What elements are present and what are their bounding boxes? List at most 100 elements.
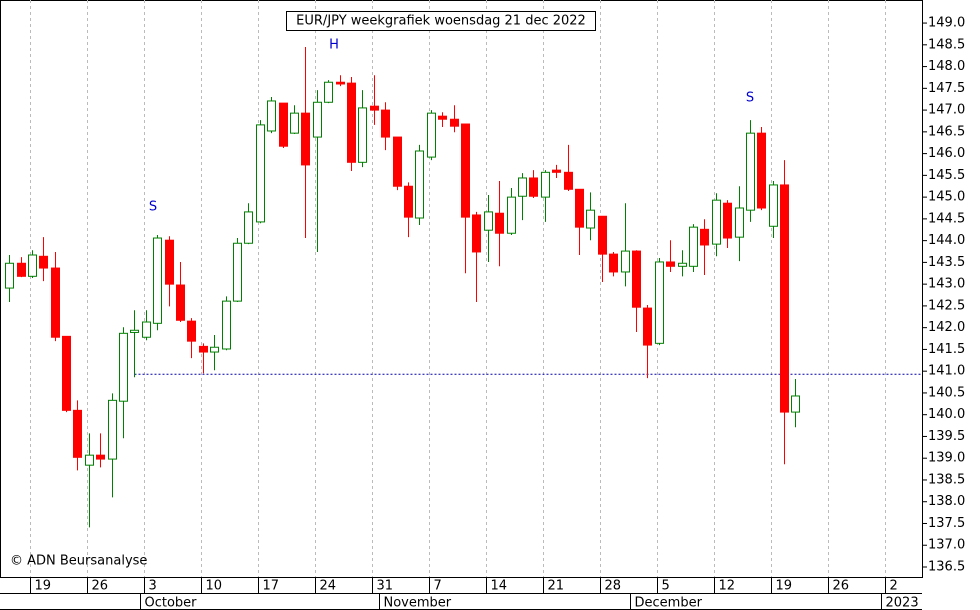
x-tick-label: 10 xyxy=(206,579,223,594)
candle-body xyxy=(495,212,504,234)
y-tick-label: 144.0 xyxy=(928,233,965,248)
candle-body xyxy=(723,202,732,239)
x-tick-label: 19 xyxy=(776,579,793,594)
candle-body xyxy=(39,255,48,269)
candle-body xyxy=(746,132,755,211)
candle-body xyxy=(393,136,402,187)
candle-body xyxy=(381,109,390,138)
y-tick-label: 137.5 xyxy=(928,516,965,531)
x-tick-label: 12 xyxy=(719,579,736,594)
x-tick-label: 28 xyxy=(605,579,622,594)
candle-body xyxy=(415,150,424,219)
candle-body xyxy=(358,107,367,163)
x-tick-label: 17 xyxy=(263,579,280,594)
candle-body xyxy=(313,101,322,138)
candle-body xyxy=(484,211,493,231)
candle-body xyxy=(233,242,242,302)
y-tick-label: 139.5 xyxy=(928,429,965,444)
candle-body xyxy=(51,267,60,338)
candle-body xyxy=(735,207,744,238)
y-tick-label: 148.0 xyxy=(928,59,965,74)
candle-body xyxy=(598,215,607,255)
candle-body xyxy=(518,177,527,197)
candle-body xyxy=(142,321,151,338)
x-tick-label: 24 xyxy=(320,579,337,594)
candle-body xyxy=(689,226,698,267)
y-tick-label: 149.0 xyxy=(928,16,965,31)
annotation: S xyxy=(149,200,157,215)
candle-body xyxy=(210,346,219,353)
candle-body xyxy=(427,112,436,158)
y-tick-label: 138.0 xyxy=(928,494,965,509)
x-tick-label: 5 xyxy=(662,579,670,594)
annotation: S xyxy=(746,91,754,106)
candle-body xyxy=(370,105,379,111)
y-tick-label: 145.0 xyxy=(928,190,965,205)
candle-body xyxy=(632,250,641,308)
candle-body xyxy=(347,82,356,163)
candle-body xyxy=(324,81,333,103)
candle-body xyxy=(130,329,139,333)
candle-body xyxy=(119,332,128,402)
month-label: November xyxy=(384,596,452,610)
candle-body xyxy=(791,395,800,413)
x-tick-label: 21 xyxy=(548,579,565,594)
x-tick-label: 26 xyxy=(833,579,850,594)
x-tick-label: 7 xyxy=(434,579,442,594)
candle-body xyxy=(780,184,789,413)
candle-body xyxy=(541,171,550,198)
y-tick-label: 142.0 xyxy=(928,320,965,335)
candle-body xyxy=(552,169,561,173)
x-tick-label: 26 xyxy=(92,579,109,594)
candle-body xyxy=(712,199,721,245)
y-tick-label: 136.5 xyxy=(928,559,965,574)
credit: © ADN Beursanalyse xyxy=(10,554,147,569)
y-tick-label: 148.5 xyxy=(928,37,965,52)
month-label: October xyxy=(145,596,198,610)
candle-body xyxy=(404,185,413,218)
candle-body xyxy=(438,115,447,120)
candle-body xyxy=(28,254,37,277)
y-tick-label: 146.0 xyxy=(928,146,965,161)
candle-body xyxy=(575,188,584,228)
candle-body xyxy=(290,112,299,134)
candle-body xyxy=(700,228,709,246)
candle-body xyxy=(621,250,630,273)
month-label: December xyxy=(635,596,703,610)
y-tick-label: 143.5 xyxy=(928,255,965,270)
y-tick-label: 142.5 xyxy=(928,298,965,313)
y-tick-label: 147.5 xyxy=(928,81,965,96)
candle-body xyxy=(5,262,14,289)
candle-body xyxy=(108,399,117,460)
candle-body xyxy=(666,261,675,267)
candle-body xyxy=(450,118,459,127)
candle-body xyxy=(165,239,174,285)
candle-body xyxy=(529,177,538,197)
candle-body xyxy=(267,100,276,132)
layer: 136.5 137.0 137.5 138.0 138.5 139.0 139.5 140.0… xyxy=(5,0,965,610)
candle-body xyxy=(176,284,185,321)
x-tick-label: 3 xyxy=(149,579,157,594)
x-tick-label: 19 xyxy=(35,579,52,594)
chart-title: EUR/JPY weekgrafiek woensdag 21 dec 2022 xyxy=(296,14,586,29)
candle-body xyxy=(461,123,470,218)
candle-body xyxy=(336,81,345,85)
candle-body xyxy=(757,132,766,209)
candle-body xyxy=(678,262,687,267)
candle-body xyxy=(85,454,94,466)
candle-body xyxy=(769,184,778,227)
candle-body xyxy=(73,409,82,458)
candle-body xyxy=(655,261,664,344)
title-box xyxy=(286,11,596,31)
y-tick-label: 145.5 xyxy=(928,168,965,183)
month-label: 2023 xyxy=(886,596,919,610)
y-tick-label: 144.5 xyxy=(928,211,965,226)
y-tick-label: 143.0 xyxy=(928,277,965,292)
y-tick-label: 141.0 xyxy=(928,364,965,379)
y-tick-label: 140.5 xyxy=(928,385,965,400)
y-tick-label: 138.5 xyxy=(928,472,965,487)
candle-body xyxy=(96,454,105,460)
candle-body xyxy=(222,300,231,350)
candle-body xyxy=(507,196,516,234)
